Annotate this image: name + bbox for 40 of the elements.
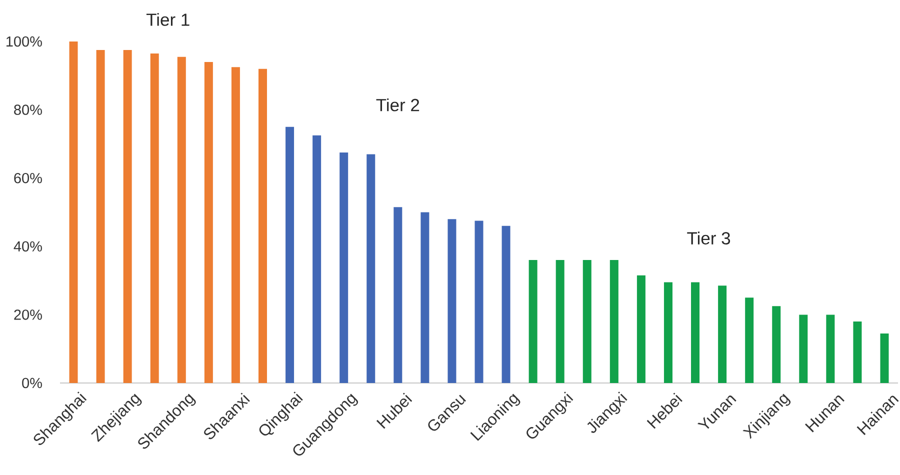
bar — [420, 212, 430, 383]
bar — [772, 306, 781, 383]
bar — [177, 56, 186, 383]
bar — [96, 50, 105, 383]
bar — [366, 154, 376, 383]
bar — [123, 50, 132, 383]
bar — [204, 62, 213, 383]
text: Tier 3 — [687, 232, 730, 244]
bar — [582, 260, 592, 383]
bar — [826, 314, 835, 383]
bar — [853, 322, 862, 383]
y-tick-label: 60% — [14, 172, 42, 184]
y-tick-label: 20% — [14, 310, 42, 320]
bar — [474, 220, 484, 383]
bar — [664, 282, 672, 383]
bar — [69, 41, 78, 383]
bar — [340, 152, 348, 383]
y-tick-label: 0% — [22, 378, 42, 388]
bar — [745, 298, 754, 383]
bar — [448, 219, 456, 383]
bar — [880, 333, 889, 383]
bar — [610, 260, 618, 383]
bar — [394, 207, 402, 383]
bar — [718, 286, 727, 383]
bar — [691, 282, 700, 383]
bar — [502, 226, 510, 383]
bar — [636, 275, 646, 383]
y-tick-label: 100% — [6, 36, 42, 47]
bar — [556, 260, 564, 383]
bar — [286, 126, 294, 383]
bar — [312, 135, 322, 383]
bar — [799, 314, 808, 383]
bar — [231, 67, 240, 383]
bar — [150, 53, 159, 383]
y-tick-label: 80% — [14, 104, 42, 115]
text: Tier 2 — [376, 98, 420, 112]
bar — [528, 260, 538, 383]
y-tick-label: 40% — [14, 241, 42, 252]
bar — [258, 68, 267, 383]
series-label: Tier 1 — [146, 13, 190, 26]
